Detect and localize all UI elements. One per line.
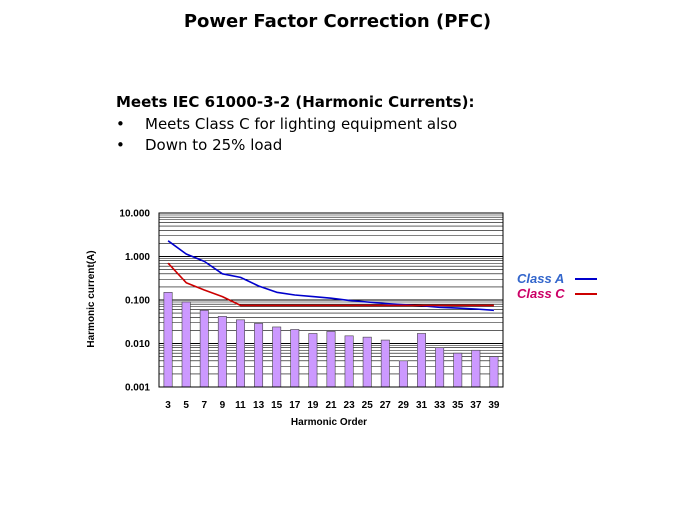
x-tick-label: 31 — [416, 400, 428, 411]
series-line-class-c — [167, 262, 494, 307]
plot-frame — [158, 212, 504, 388]
x-tick-label: 5 — [183, 400, 189, 411]
y-tick-label: 10.000 — [119, 209, 150, 220]
x-tick-label: 11 — [235, 400, 246, 411]
standard-heading: Meets IEC 61000-3-2 (Harmonic Currents): — [116, 93, 475, 111]
bar-19 — [308, 333, 318, 388]
bar-7 — [199, 309, 209, 388]
x-tick-label: 19 — [307, 400, 319, 411]
y-tick-label: 0.010 — [125, 339, 150, 350]
bar-39 — [489, 356, 499, 388]
bar-21 — [326, 331, 336, 388]
x-tick-label: 9 — [220, 400, 226, 411]
x-tick-label: 7 — [201, 400, 207, 411]
x-tick-label: 29 — [398, 400, 410, 411]
bar-5 — [181, 301, 191, 388]
bar-35 — [453, 352, 463, 388]
bar-37 — [471, 349, 481, 388]
y-tick-label: 0.100 — [125, 296, 150, 307]
x-tick-label: 39 — [488, 400, 500, 411]
bar-23 — [344, 335, 354, 388]
bar-9 — [217, 316, 227, 388]
x-tick-label: 25 — [362, 400, 374, 411]
series-line-class-a — [167, 240, 494, 312]
legend-label-class-a: Class A — [517, 271, 564, 286]
legend-label-class-c: Class C — [517, 286, 565, 301]
x-tick-label: 33 — [434, 400, 446, 411]
x-tick-label: 27 — [380, 400, 392, 411]
bar-13 — [254, 323, 264, 388]
x-tick-label: 21 — [325, 400, 337, 411]
y-axis-title: Harmonic current(A) — [86, 250, 97, 347]
y-tick-labels: 10.000 1.000 0.100 0.010 0.001 — [119, 209, 150, 394]
x-tick-label: 3 — [165, 400, 171, 411]
bar-11 — [236, 319, 245, 388]
x-axis-title: Harmonic Order — [291, 417, 367, 428]
bar-31 — [417, 333, 426, 388]
x-tick-label: 37 — [470, 400, 482, 411]
line-series — [167, 240, 494, 312]
bar-15 — [272, 326, 282, 388]
x-tick-label: 17 — [289, 400, 301, 411]
x-tick-label: 15 — [271, 400, 283, 411]
bar-series — [163, 292, 499, 388]
bullet-text: Down to 25% load — [145, 136, 283, 154]
x-tick-label: 13 — [253, 400, 265, 411]
bar-29 — [398, 360, 408, 388]
bar-27 — [380, 339, 390, 388]
bullet-marker: • — [116, 115, 125, 133]
bar-25 — [362, 336, 372, 388]
bar-33 — [435, 347, 445, 388]
bullet-text: Meets Class C for lighting equipment als… — [145, 115, 458, 133]
bar-17 — [290, 329, 300, 388]
x-tick-label: 35 — [452, 400, 464, 411]
y-tick-label: 1.000 — [125, 252, 150, 263]
x-tick-label: 23 — [344, 400, 356, 411]
slide-title: Power Factor Correction (PFC) — [183, 11, 492, 32]
bullet-marker: • — [116, 136, 125, 154]
y-tick-label: 0.001 — [125, 383, 150, 394]
bar-3 — [163, 292, 173, 388]
x-tick-labels: 3 5 7 9 11 13 15 17 19 21 23 25 27 29 31 33 35 37 39 — [165, 400, 500, 411]
